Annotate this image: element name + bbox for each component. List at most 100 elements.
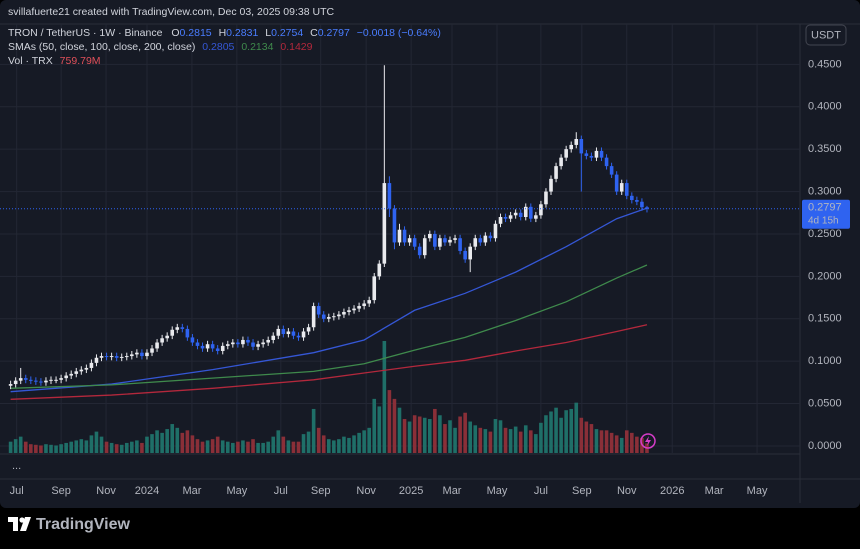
volume-bar [503,427,508,453]
panel [0,0,860,508]
candle-body [382,183,387,264]
candle-body [281,328,286,335]
candle-body [332,316,336,318]
candle-body [84,367,89,370]
sma-value: 0.1429 [280,41,312,53]
sma-legend: SMAs (50, close, 100, close, 200, close)… [8,41,313,53]
candle-body [549,178,553,192]
x-tick-label: Sep [51,485,71,497]
volume-bar [448,420,452,453]
volume-bar [493,419,498,453]
candle-body [205,344,210,349]
candle-body [488,235,493,239]
volume-bar [468,421,473,453]
more-menu[interactable]: ... [12,460,21,472]
volume-bar [604,430,609,453]
volume-bar [594,429,599,453]
volume-bar [175,427,180,453]
volume-bar [119,444,124,453]
lightning-icon[interactable] [640,433,656,449]
last-price-label: 0.2797 [808,202,842,214]
candle-body [220,345,225,351]
volume-bar [564,410,568,453]
candle-body [645,207,649,209]
candle-body [185,328,190,338]
volume-bar [210,439,215,453]
x-tick-label: 2025 [399,485,423,497]
close-letter: C [310,27,318,39]
candle-body [155,342,159,349]
volume-bar [54,445,58,453]
candle-body [463,250,467,260]
candle-body [534,215,538,219]
candle-body [503,217,508,219]
y-tick-label: 0.1000 [808,355,842,367]
volume-bar [337,439,341,453]
candle-body [291,331,296,336]
candle-body [49,379,53,381]
volume-bar [549,411,553,453]
volume-bar [392,398,397,453]
candle-body [569,144,574,150]
volume-bar [306,431,311,453]
candle-body [417,246,422,256]
currency-button[interactable] [805,24,847,46]
volume-bar [529,430,533,453]
volume-bar [453,427,457,453]
volume-bar [458,416,462,453]
candle-body [150,348,154,353]
currency-label: USDT [811,29,841,41]
candle-body [518,212,523,218]
y-tick-label: 0.1500 [808,313,842,325]
candle-body [427,233,432,239]
volume-bar [402,419,407,453]
candle-body [594,150,599,158]
candle-body [387,183,392,209]
volume-bar [599,430,604,453]
volume-bar [246,441,250,453]
x-tick-label: Nov [96,485,116,497]
candle-body [286,331,291,335]
candle-body [412,238,417,247]
volume-bar [387,390,392,453]
volume-bar [488,431,493,453]
x-tick-label: 2024 [135,485,159,497]
candle-body [175,327,180,330]
volume-bar [124,442,129,453]
candle-body [589,155,594,158]
sma-value: 0.2805 [202,41,234,53]
countdown-label: 4d 15h [808,215,839,226]
candle-body [347,310,351,312]
candle-body [433,233,437,247]
candle-body [544,191,548,205]
x-tick-label: Mar [182,485,201,497]
candle-body [160,338,164,343]
volume-bar [407,421,412,453]
volume-bar [539,422,543,453]
candle-body [579,138,584,154]
candle-body [94,357,99,363]
candle-body [630,195,634,201]
volume-bar [59,444,63,453]
x-tick-label: Jul [274,485,288,497]
candle-body [326,317,331,319]
volume-bar [574,402,579,453]
volume-bar [513,426,518,453]
x-tick-label: Sep [572,485,592,497]
candle-body [614,174,619,192]
open-letter: O [171,27,179,39]
last-price-box [802,199,850,229]
volume-bar [130,441,134,453]
candle-body [624,183,629,196]
candle-body [458,238,462,251]
volume-bar [261,442,265,453]
candle-body [483,235,488,243]
volume-bar [241,440,245,453]
candle-body [59,378,63,380]
volume-bar [534,434,538,453]
volume-bar [281,436,286,453]
volume-bar [630,432,634,453]
candle-body [276,328,281,336]
y-tick-label: 0.2000 [808,270,842,282]
